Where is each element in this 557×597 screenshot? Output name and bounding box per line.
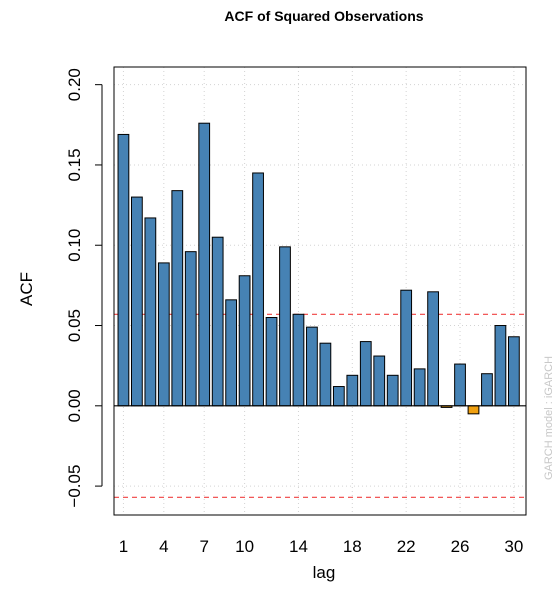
x-tick-label: 26 bbox=[451, 537, 470, 556]
x-tick-label: 30 bbox=[504, 537, 523, 556]
acf-bar bbox=[171, 190, 184, 407]
acf-bar bbox=[494, 325, 507, 407]
acf-bar bbox=[373, 355, 386, 407]
acf-bar bbox=[332, 386, 345, 407]
acf-bar bbox=[467, 405, 480, 415]
acf-bar bbox=[198, 122, 211, 407]
y-axis: −0.05 0.00 0.05 0.10 0.15 0.20 bbox=[65, 68, 103, 508]
acf-bar bbox=[346, 374, 359, 407]
x-tick-label: 18 bbox=[343, 537, 362, 556]
acf-bar bbox=[184, 251, 197, 407]
x-tick-label: 4 bbox=[159, 537, 168, 556]
acf-bar bbox=[144, 217, 157, 407]
acf-bar bbox=[359, 341, 372, 407]
acf-bar bbox=[306, 326, 318, 407]
x-tick-label: 1 bbox=[119, 537, 128, 556]
y-tick-label: 0.15 bbox=[65, 148, 84, 181]
acf-bar bbox=[292, 313, 305, 407]
x-tick-label: 10 bbox=[235, 537, 254, 556]
acf-bar bbox=[238, 275, 251, 407]
acf-bar bbox=[481, 373, 493, 407]
acf-bar bbox=[131, 196, 143, 407]
y-tick-label: 0.00 bbox=[65, 389, 84, 422]
y-tick-label: 0.05 bbox=[65, 309, 84, 342]
y-axis-label: ACF bbox=[17, 272, 36, 306]
bars bbox=[117, 122, 520, 415]
acf-bar bbox=[117, 133, 130, 407]
x-tick-label: 22 bbox=[397, 537, 416, 556]
x-tick-label: 14 bbox=[289, 537, 308, 556]
acf-bar bbox=[279, 246, 291, 407]
acf-bar bbox=[454, 363, 466, 407]
acf-bar bbox=[400, 289, 413, 407]
acf-bar bbox=[225, 299, 238, 407]
acf-bar bbox=[252, 172, 264, 407]
acf-bar bbox=[157, 262, 170, 407]
acf-bar bbox=[211, 236, 224, 407]
y-tick-label: 0.20 bbox=[65, 68, 84, 101]
plot-frame bbox=[113, 66, 527, 516]
acf-bar bbox=[386, 374, 399, 407]
acf-bar bbox=[507, 336, 520, 407]
acf-bar bbox=[265, 316, 278, 407]
y-tick-label: 0.10 bbox=[65, 229, 84, 262]
x-axis-label: lag bbox=[313, 563, 336, 582]
model-watermark: GARCH model : iGARCH bbox=[543, 356, 555, 480]
confidence-bands bbox=[114, 313, 526, 498]
acf-bar bbox=[427, 291, 439, 407]
acf-bar bbox=[413, 368, 426, 407]
x-tick-label: 7 bbox=[199, 537, 208, 556]
y-tick-label: −0.05 bbox=[65, 465, 84, 508]
chart-title: ACF of Squared Observations bbox=[224, 8, 423, 24]
x-axis: 1 4 7 10 14 18 22 26 30 bbox=[119, 537, 524, 556]
acf-bar bbox=[319, 342, 332, 407]
